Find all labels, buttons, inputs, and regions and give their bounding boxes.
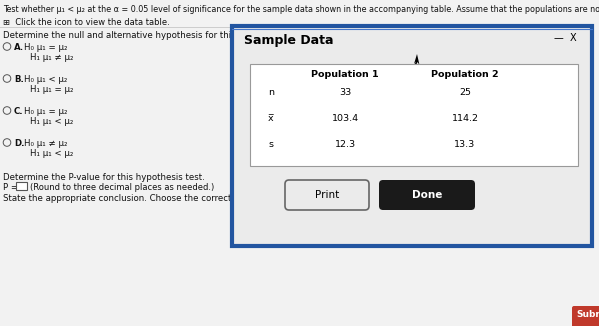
Text: P =: P = <box>3 183 18 192</box>
FancyBboxPatch shape <box>250 64 578 166</box>
Text: (Round to three decimal places as needed.): (Round to three decimal places as needed… <box>30 183 214 192</box>
Text: H₀ μ₁ = μ₂: H₀ μ₁ = μ₂ <box>24 43 68 52</box>
Text: n: n <box>268 88 274 97</box>
Text: Test whether μ₁ < μ₂ at the α = 0.05 level of significance for the sample data s: Test whether μ₁ < μ₂ at the α = 0.05 lev… <box>3 5 599 14</box>
FancyBboxPatch shape <box>379 180 475 210</box>
Text: Determine the P-value for this hypothesis test.: Determine the P-value for this hypothesi… <box>3 173 205 182</box>
Text: H₀ μ₁ ≠ μ₂: H₀ μ₁ ≠ μ₂ <box>24 139 68 148</box>
Text: 33: 33 <box>339 88 351 97</box>
Text: H₁ μ₁ < μ₂: H₁ μ₁ < μ₂ <box>30 117 73 126</box>
Text: Determine the null and alternative hypothesis for this te: Determine the null and alternative hypot… <box>3 31 247 40</box>
Text: A.: A. <box>14 43 24 52</box>
Text: 114.2: 114.2 <box>452 114 479 123</box>
Text: H₀ μ₁ < μ₂: H₀ μ₁ < μ₂ <box>24 75 67 84</box>
Polygon shape <box>413 54 419 68</box>
Text: 103.4: 103.4 <box>331 114 359 123</box>
Text: 13.3: 13.3 <box>455 140 476 149</box>
FancyBboxPatch shape <box>16 182 27 189</box>
Text: C.: C. <box>14 107 23 116</box>
Text: Done: Done <box>412 190 442 200</box>
Text: s: s <box>268 140 273 149</box>
Text: H₁ μ₁ = μ₂: H₁ μ₁ = μ₂ <box>30 85 74 94</box>
Text: D.: D. <box>14 139 25 148</box>
Text: 25: 25 <box>459 88 471 97</box>
Text: Population 1: Population 1 <box>311 70 379 79</box>
Text: ⊞  Click the icon to view the data table.: ⊞ Click the icon to view the data table. <box>3 18 170 27</box>
FancyBboxPatch shape <box>232 26 592 246</box>
Text: H₁ μ₁ < μ₂: H₁ μ₁ < μ₂ <box>30 149 73 158</box>
Text: H₁ μ₁ ≠ μ₂: H₁ μ₁ ≠ μ₂ <box>30 53 74 62</box>
Text: H₀ μ₁ = μ₂: H₀ μ₁ = μ₂ <box>24 107 68 116</box>
Text: Population 2: Population 2 <box>431 70 499 79</box>
Text: Subr: Subr <box>576 310 599 319</box>
FancyBboxPatch shape <box>572 306 599 326</box>
Text: State the appropriate conclusion. Choose the correct answer be: State the appropriate conclusion. Choose… <box>3 194 279 203</box>
Text: B.: B. <box>14 75 24 84</box>
Text: —  X: — X <box>554 33 577 43</box>
Text: Print: Print <box>315 190 339 200</box>
FancyBboxPatch shape <box>285 180 369 210</box>
Text: 12.3: 12.3 <box>334 140 356 149</box>
Text: Sample Data: Sample Data <box>244 34 334 47</box>
Text: x̅: x̅ <box>268 114 274 123</box>
